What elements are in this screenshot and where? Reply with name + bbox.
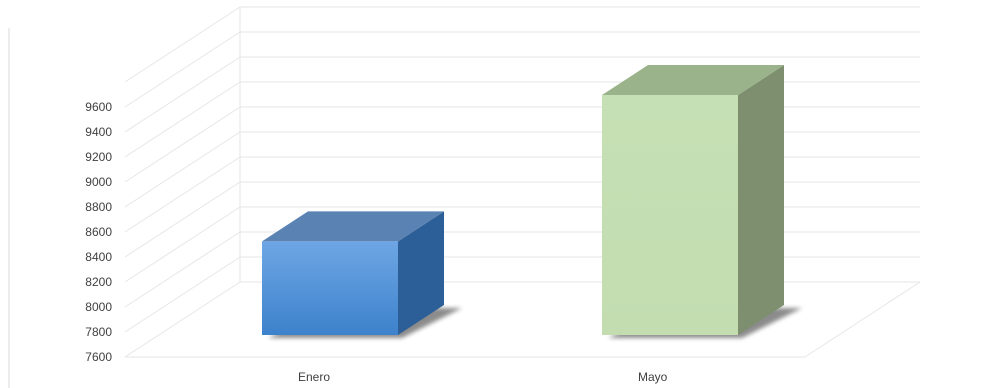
x-tick-label: Enero: [298, 370, 330, 384]
y-tick-label: 9000: [85, 175, 112, 189]
bar-side-face: [738, 65, 784, 335]
grid: [124, 6, 921, 358]
bar-top-face: [602, 65, 784, 95]
gridline: [124, 6, 920, 83]
gridline: [124, 206, 920, 283]
gridline: [124, 256, 920, 333]
bar-front-face: [602, 95, 738, 335]
gridline: [124, 131, 920, 208]
y-tick-label: 9400: [85, 125, 112, 139]
bar-mayo: [602, 65, 802, 338]
y-axis: 7600 7800 8000 8200 8400 8600 8800 9000 9200 9400…: [85, 100, 112, 364]
bar-enero: [262, 211, 462, 338]
bar-side-face: [398, 211, 444, 335]
y-tick-label: 8400: [85, 250, 112, 264]
x-tick-label: Mayo: [638, 370, 668, 384]
y-tick-label: 9200: [85, 150, 112, 164]
bar-top-face: [262, 211, 444, 242]
gridline: [124, 56, 920, 133]
y-tick-label: 7600: [85, 350, 112, 364]
gridline: [124, 156, 920, 233]
bar-front-face: [262, 241, 398, 335]
floor: [125, 281, 921, 358]
gridline: [124, 181, 920, 258]
y-tick-label: 8600: [85, 225, 112, 239]
y-tick-label: 8800: [85, 200, 112, 214]
gridline: [124, 31, 920, 108]
y-tick-label: 7800: [85, 325, 112, 339]
y-tick-label: 9600: [85, 100, 112, 114]
y-tick-label: 8000: [85, 300, 112, 314]
x-axis: Enero Mayo: [298, 370, 668, 384]
gridline: [124, 281, 920, 358]
bars: [262, 65, 802, 338]
gridline: [124, 81, 920, 158]
gridline: [124, 106, 920, 183]
gridline: [124, 231, 920, 308]
y-tick-label: 8200: [85, 275, 112, 289]
